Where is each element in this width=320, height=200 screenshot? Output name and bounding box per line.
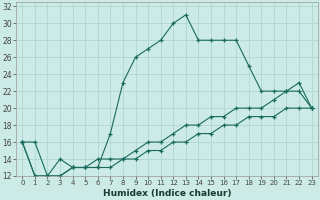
X-axis label: Humidex (Indice chaleur): Humidex (Indice chaleur)	[103, 189, 231, 198]
